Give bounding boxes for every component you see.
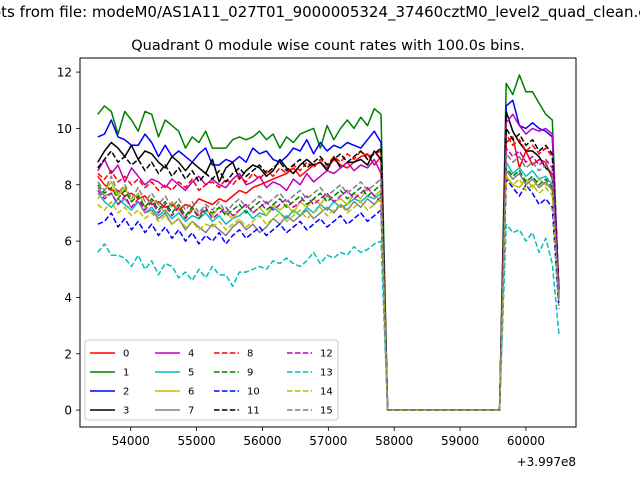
legend-label-14: 14 [320,387,333,398]
y-tick-label: 4 [64,291,72,305]
y-axis: 0 2 4 6 8 10 12 [57,66,80,418]
y-tick-label: 8 [64,178,72,192]
legend-label-2: 2 [123,387,129,398]
legend-label-0: 0 [123,349,129,360]
series-line-15 [97,153,560,411]
legend-label-6: 6 [188,387,194,398]
x-tick-label: 57000 [309,434,347,448]
legend-label-10: 10 [247,387,260,398]
y-tick-label: 0 [64,404,72,418]
x-tick-label: 58000 [375,434,413,448]
series-line-12 [97,147,560,411]
legend-label-12: 12 [320,349,333,360]
legend-label-1: 1 [123,368,129,379]
chart-title: Quadrant 0 module wise count rates with … [131,38,525,54]
y-tick-label: 10 [57,122,72,136]
series-line-9 [97,167,560,411]
y-tick-label: 6 [64,235,72,249]
x-tick-label: 56000 [243,434,281,448]
x-tick-label: 55000 [177,434,215,448]
legend-label-15: 15 [320,406,333,417]
series-line-14 [97,175,560,411]
x-tick-label: 59000 [441,434,479,448]
legend-label-8: 8 [247,349,253,360]
plot-lines [97,74,560,411]
legend-label-4: 4 [188,349,194,360]
legend-label-11: 11 [247,406,260,417]
figure-suptitle: Plots from file: modeM0/AS1A11_027T01_90… [0,3,640,21]
legend-label-9: 9 [247,368,253,379]
x-tick-label: 60000 [507,434,545,448]
x-tick-label: 54000 [112,434,150,448]
x-axis-offset-label: +3.997e8 [517,455,576,469]
legend-label-13: 13 [320,368,333,379]
x-axis: 54000 55000 56000 57000 58000 59000 60000 [112,427,545,448]
legend-box [84,339,339,421]
y-tick-label: 12 [57,66,72,80]
series-line-10 [97,178,560,411]
y-tick-label: 2 [64,347,72,361]
legend-label-3: 3 [123,406,129,417]
legend-label-7: 7 [188,406,194,417]
legend-label-5: 5 [188,368,194,379]
